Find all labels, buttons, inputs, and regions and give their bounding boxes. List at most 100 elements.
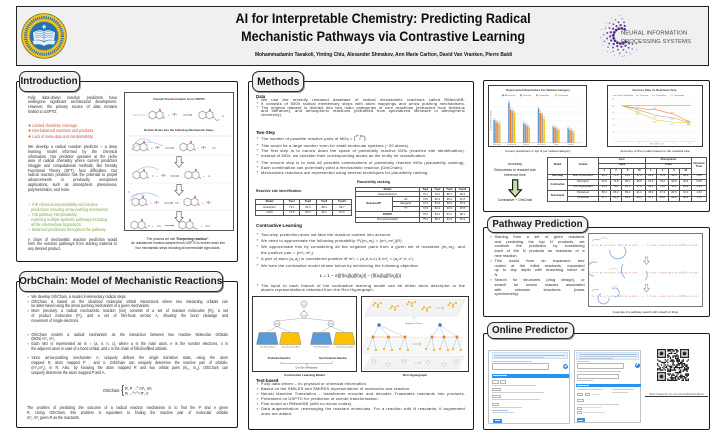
svg-text:H Abstract.: H Abstract.: [523, 143, 530, 145]
svg-text:29: 29: [559, 128, 561, 130]
svg-text:80: 80: [613, 112, 615, 114]
svg-text:Beta Scission: Beta Scission: [537, 143, 546, 145]
svg-text:68: 68: [540, 111, 542, 113]
svg-text:2: 2: [639, 142, 640, 144]
svg-text:73: 73: [512, 108, 514, 110]
svg-text:cos: cos: [302, 315, 305, 317]
svg-text:Applying for N times: Applying for N times: [406, 322, 423, 325]
svg-text:68.3: 68.3: [653, 121, 656, 123]
svg-text:+: +: [197, 146, 199, 150]
svg-text:76: 76: [510, 107, 512, 109]
svg-text:All Reactive: All Reactive: [505, 94, 517, 97]
svg-text:5+: 5+: [689, 142, 691, 144]
svg-text:·O: ·O: [221, 114, 224, 118]
svg-text:60: 60: [613, 118, 615, 120]
svg-text:Contrastive: Contrastive: [656, 94, 667, 97]
svg-text:24: 24: [573, 130, 575, 132]
svg-text:+: +: [202, 201, 204, 205]
svg-text:Broken Down into the following: Broken Down into the following Mechanist…: [144, 128, 214, 132]
svg-text:46: 46: [498, 120, 500, 122]
svg-text:72.9: 72.9: [670, 119, 673, 121]
svg-text:64.3: 64.3: [670, 123, 673, 125]
svg-text:80.4: 80.4: [670, 112, 673, 114]
svg-text:30: 30: [570, 127, 572, 129]
svg-text:Productive Reaction: Productive Reaction: [268, 357, 291, 360]
svg-text:+: +: [152, 224, 154, 228]
svg-text:120: 120: [612, 99, 615, 101]
svg-text:+: +: [150, 201, 152, 205]
svg-text:Represented Reactivities Per R: Represented Reactivities Per Radical Cat…: [506, 88, 570, 92]
svg-text:43: 43: [499, 122, 501, 124]
svg-text:+: +: [151, 146, 153, 150]
svg-text:+: +: [201, 224, 203, 228]
svg-text:45: 45: [523, 121, 525, 123]
svg-text:NaOH·H2O +: NaOH·H2O +: [133, 114, 148, 118]
svg-text:Second Reactive Atom: Second Reactive Atom: [282, 346, 300, 349]
svg-text:37: 37: [553, 124, 555, 126]
svg-text:Radical Add.: Radical Add.: [493, 143, 501, 145]
svg-text:88.2: 88.2: [636, 111, 639, 113]
svg-text:92: 92: [509, 100, 511, 102]
svg-text:Contrastive: Contrastive: [539, 94, 550, 97]
svg-text:Success Rate in Top N: Success Rate in Top N: [490, 111, 493, 131]
svg-text:61.2: 61.2: [687, 124, 690, 126]
svg-text:Text-based: Text-based: [558, 94, 569, 97]
svg-text:40: 40: [613, 125, 615, 127]
svg-text:One Set of Reactants: One Set of Reactants: [296, 367, 319, 370]
svg-text:34: 34: [555, 125, 557, 127]
svg-text:+: +: [168, 113, 170, 117]
svg-text:61.0: 61.0: [687, 124, 690, 126]
svg-text:89.1: 89.1: [653, 108, 656, 110]
svg-text:Perfect Prediction: Perfect Prediction: [617, 94, 634, 97]
svg-text:39: 39: [527, 123, 529, 125]
svg-text:N: N: [148, 225, 150, 228]
svg-text:·OH: ·OH: [211, 146, 216, 150]
svg-text:77.9: 77.9: [653, 117, 656, 119]
svg-text:100: 100: [612, 105, 615, 107]
svg-text:PROCESSING SYSTEMS: PROCESSING SYSTEMS: [621, 39, 691, 45]
svg-text:Two-step: Two-step: [523, 94, 532, 97]
svg-text:H2O: H2O: [205, 225, 210, 228]
svg-text:N·: N·: [128, 191, 131, 194]
svg-text:69: 69: [514, 110, 516, 112]
svg-text:Overall Transformation from US: Overall Transformation from USPTO: [153, 97, 205, 101]
svg-text:REACTANTS SIZE: REACTANTS SIZE: [650, 143, 665, 145]
svg-text:proj: proj: [329, 324, 333, 326]
svg-text:Disprop.: Disprop.: [554, 143, 560, 145]
svg-text:·N: ·N: [151, 175, 154, 178]
svg-text:62.1: 62.1: [687, 121, 690, 123]
svg-text:65: 65: [542, 112, 544, 114]
svg-text:Success Rate Vs Reactants Size: Success Rate Vs Reactants Size: [632, 88, 677, 92]
svg-text:+: +: [156, 174, 158, 178]
svg-text:28: 28: [572, 128, 574, 130]
svg-text:NEURAL INFORMATION: NEURAL INFORMATION: [621, 31, 687, 37]
svg-text:proj: proj: [275, 324, 279, 326]
svg-text:4: 4: [673, 142, 674, 144]
svg-text:55: 55: [544, 116, 546, 118]
svg-text:Second Reactive Atom: Second Reactive Atom: [336, 346, 354, 349]
svg-text:20: 20: [613, 132, 615, 134]
svg-text:32: 32: [557, 126, 559, 128]
svg-text:91.3: 91.3: [636, 107, 639, 109]
svg-text:HO·: HO·: [175, 202, 180, 205]
svg-text:1: 1: [621, 142, 622, 144]
svg-text:Two-step: Two-step: [640, 94, 649, 97]
svg-text:35: 35: [529, 125, 531, 127]
svg-text:3: 3: [656, 142, 657, 144]
svg-text:0: 0: [614, 138, 615, 140]
svg-text:H·: H·: [208, 174, 211, 178]
svg-text:79: 79: [538, 106, 540, 108]
svg-text:Text-based: Text-based: [674, 94, 685, 97]
svg-text:52: 52: [494, 118, 496, 120]
svg-text:Recombination: Recombination: [507, 143, 516, 145]
svg-text:First Reactive Atom: First Reactive Atom: [314, 346, 330, 349]
svg-text:33: 33: [568, 126, 570, 128]
svg-text:48: 48: [496, 119, 498, 121]
svg-text:σ: σ: [303, 303, 305, 306]
svg-text:First Reactive Atom: First Reactive Atom: [260, 346, 276, 349]
svg-text:82.4: 82.4: [636, 114, 639, 116]
svg-text:Non Productive Reaction: Non Productive Reaction: [319, 357, 347, 360]
svg-text:+: +: [203, 174, 205, 178]
svg-text:·OH: ·OH: [156, 225, 161, 228]
svg-text:Homolysis: Homolysis: [568, 144, 575, 145]
